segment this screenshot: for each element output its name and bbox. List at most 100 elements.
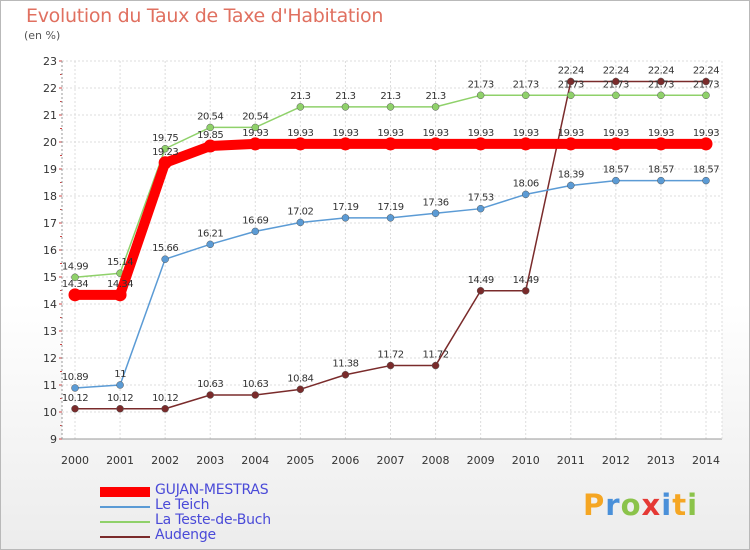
logo-letter: r	[605, 488, 621, 522]
legend-item-audenge: Audenge	[100, 527, 360, 545]
data-label-audenge: 22.24	[558, 66, 584, 77]
data-point-audenge	[251, 391, 260, 399]
x-tick-label: 2007	[377, 454, 405, 467]
data-point-teich	[116, 381, 124, 389]
data-label-teich: 15.66	[152, 243, 178, 254]
data-label-audenge: 10.12	[62, 393, 88, 404]
data-label-teich: 17.19	[377, 202, 403, 213]
data-label-gujan: 19.93	[693, 128, 719, 139]
data-point-teste	[657, 91, 665, 100]
y-tick-label: 9	[50, 433, 57, 446]
data-point-teste	[341, 103, 350, 111]
data-point-teich	[657, 176, 665, 185]
data-label-teich: 10.89	[62, 372, 88, 383]
data-label-teste: 21.73	[558, 79, 584, 90]
data-label-teste: 21.3	[290, 91, 310, 102]
data-point-audenge	[71, 405, 79, 413]
x-tick-label: 2001	[106, 454, 134, 467]
data-label-audenge: 14.49	[513, 275, 539, 286]
data-point-gujan	[293, 137, 307, 151]
data-label-gujan: 19.93	[377, 128, 403, 139]
data-point-teich	[341, 214, 350, 222]
data-label-gujan: 19.93	[558, 128, 584, 139]
data-point-audenge	[341, 370, 350, 379]
data-point-audenge	[116, 405, 124, 413]
x-tick-label: 2009	[467, 454, 495, 467]
legend-swatch-teste	[100, 521, 150, 523]
legend-swatch-teich	[100, 506, 150, 508]
data-point-gujan	[203, 139, 217, 153]
x-tick-label: 2002	[151, 454, 179, 467]
data-point-teich	[161, 255, 169, 263]
chart-axes: 9 10 11 12 13 14 15 16 17 18 19 20 21 22 23 2000 2001 200…	[43, 55, 723, 467]
data-point-teich	[206, 240, 214, 249]
data-label-audenge: 10.63	[197, 379, 223, 390]
data-label-teich: 18.06	[513, 178, 539, 189]
proxiti-logo: Proxiti	[583, 488, 698, 522]
data-label-gujan: 19.85	[197, 130, 223, 141]
data-point-audenge	[476, 287, 485, 295]
data-label-teste: 20.54	[197, 111, 223, 122]
data-point-teste	[567, 91, 575, 100]
data-point-gujan	[699, 137, 713, 151]
data-label-teich: 17.19	[332, 202, 358, 213]
chart-title: Evolution du Taux de Taxe d'Habitation	[26, 5, 384, 27]
chart-legend: GUJAN-MESTRAS Le Teich La Teste-de-Buch …	[100, 482, 360, 545]
data-label-audenge: 10.12	[107, 393, 133, 404]
data-label-audenge: 10.63	[242, 379, 268, 390]
logo-letter: t	[672, 488, 688, 522]
data-point-teste	[612, 91, 620, 100]
legend-item-teste: La Teste-de-Buch	[100, 512, 360, 530]
data-point-audenge	[702, 77, 710, 86]
data-label-teste: 20.54	[242, 111, 268, 122]
x-tick-label: 2014	[692, 454, 720, 467]
data-label-gujan: 19.93	[513, 128, 539, 139]
y-tick-label: 19	[43, 163, 57, 176]
data-label-teste: 14.99	[62, 261, 88, 272]
data-point-teste	[161, 145, 169, 153]
y-tick-label: 13	[43, 325, 57, 338]
data-point-teste	[251, 123, 260, 132]
data-label-gujan: 19.93	[423, 128, 449, 139]
y-tick-label: 15	[43, 271, 57, 284]
data-point-gujan	[68, 288, 82, 302]
data-point-gujan	[519, 137, 533, 151]
logo-letter: i	[661, 488, 673, 522]
data-label-teste: 21.73	[648, 79, 674, 90]
chart-grid	[62, 60, 722, 440]
x-tick-label: 2012	[602, 454, 630, 467]
data-label-audenge: 14.49	[468, 275, 494, 286]
data-label-teste: 21.73	[603, 79, 629, 90]
data-point-gujan	[609, 137, 623, 151]
data-point-gujan	[429, 137, 443, 151]
data-label-teich: 18.39	[558, 169, 584, 180]
x-tick-label: 2004	[241, 454, 269, 467]
data-point-audenge	[206, 391, 214, 399]
data-label-teich: 16.69	[242, 215, 268, 226]
data-point-gujan	[158, 156, 172, 170]
logo-letter: P	[583, 488, 606, 522]
x-tick-label: 2000	[61, 454, 89, 467]
data-point-gujan	[654, 137, 668, 151]
data-label-teich: 11	[114, 369, 126, 380]
y-tick-label: 14	[43, 298, 57, 311]
x-tick-label: 2003	[196, 454, 224, 467]
data-point-teich	[386, 214, 395, 222]
data-label-gujan: 14.34	[107, 279, 133, 290]
data-label-audenge: 11.38	[332, 359, 358, 370]
data-point-gujan	[113, 288, 127, 302]
data-point-gujan	[338, 137, 352, 151]
data-label-teich: 18.57	[648, 165, 674, 176]
y-tick-label: 18	[43, 190, 57, 203]
logo-letter: o	[620, 488, 642, 522]
data-point-teich	[612, 176, 620, 185]
data-label-teich: 17.02	[287, 206, 313, 217]
data-point-teste	[296, 103, 305, 111]
chart-series	[68, 77, 713, 413]
data-point-teich	[71, 384, 79, 392]
data-point-audenge	[657, 77, 665, 86]
legend-swatch-gujan	[100, 487, 150, 497]
data-point-gujan	[474, 137, 488, 151]
data-label-teste: 21.3	[335, 91, 355, 102]
data-label-teste: 21.3	[425, 91, 445, 102]
